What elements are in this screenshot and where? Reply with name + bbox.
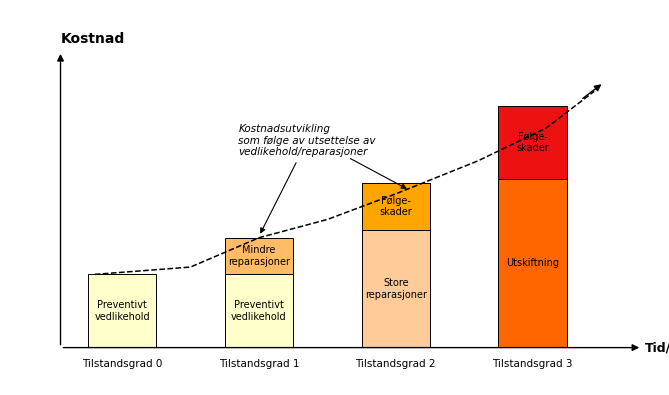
Text: Utskiftning: Utskiftning bbox=[506, 258, 559, 268]
Text: Store
reparasjoner: Store reparasjoner bbox=[365, 278, 427, 300]
Text: Følge-
skader: Følge- skader bbox=[379, 196, 412, 218]
Bar bbox=[498, 106, 567, 179]
Bar bbox=[225, 275, 293, 348]
Text: Mindre
reparasjoner: Mindre reparasjoner bbox=[228, 245, 290, 267]
Text: Preventivt
vedlikehold: Preventivt vedlikehold bbox=[231, 300, 287, 322]
Text: Tid/utsettelse: Tid/utsettelse bbox=[645, 341, 669, 354]
Text: Følge-
skader: Følge- skader bbox=[516, 132, 549, 153]
Bar bbox=[88, 275, 157, 348]
Text: Preventivt
vedlikehold: Preventivt vedlikehold bbox=[94, 300, 150, 322]
Bar bbox=[225, 238, 293, 275]
Text: Kostnadsutvikling
som følge av utsettelse av
vedlikehold/reparasjoner: Kostnadsutvikling som følge av utsettels… bbox=[238, 124, 376, 233]
Text: Kostnad: Kostnad bbox=[60, 32, 124, 46]
Bar bbox=[361, 183, 430, 230]
Bar bbox=[498, 179, 567, 348]
Bar bbox=[361, 230, 430, 348]
